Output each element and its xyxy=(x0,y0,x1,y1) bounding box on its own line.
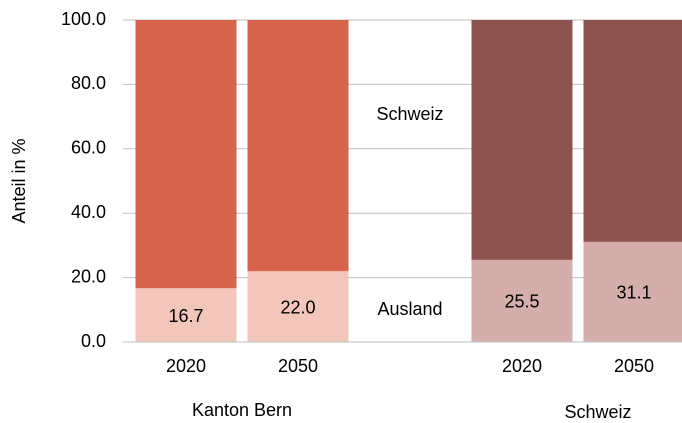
bar-segment xyxy=(247,20,349,272)
bar-segment xyxy=(471,20,573,260)
bar-segment xyxy=(471,259,573,342)
data-label: 31.1 xyxy=(616,283,651,303)
x-tick-label: 2020 xyxy=(502,356,542,376)
data-label: 16.7 xyxy=(168,306,203,326)
x-tick-label: 2020 xyxy=(166,356,206,376)
group-label: Schweiz xyxy=(564,402,631,422)
series-label: Schweiz xyxy=(376,104,443,124)
y-tick-label: 100.0 xyxy=(61,9,106,29)
group-label: Kanton Bern xyxy=(192,400,292,420)
series-label: Ausland xyxy=(377,299,442,319)
x-tick-label: 2050 xyxy=(278,356,318,376)
y-tick-label: 20.0 xyxy=(71,266,106,286)
y-tick-label: 60.0 xyxy=(71,138,106,158)
bar-segment xyxy=(583,241,682,342)
bar-segment xyxy=(135,20,237,289)
bar-segment xyxy=(247,271,349,342)
bar-segment xyxy=(583,20,682,242)
bar-segment xyxy=(135,288,237,342)
y-tick-label: 80.0 xyxy=(71,73,106,93)
data-label: 22.0 xyxy=(280,297,315,317)
data-label: 25.5 xyxy=(504,292,539,312)
x-tick-label: 2050 xyxy=(614,356,654,376)
y-tick-label: 40.0 xyxy=(71,202,106,222)
y-tick-label: 0.0 xyxy=(81,331,106,351)
y-axis-label: Anteil in % xyxy=(9,138,29,223)
